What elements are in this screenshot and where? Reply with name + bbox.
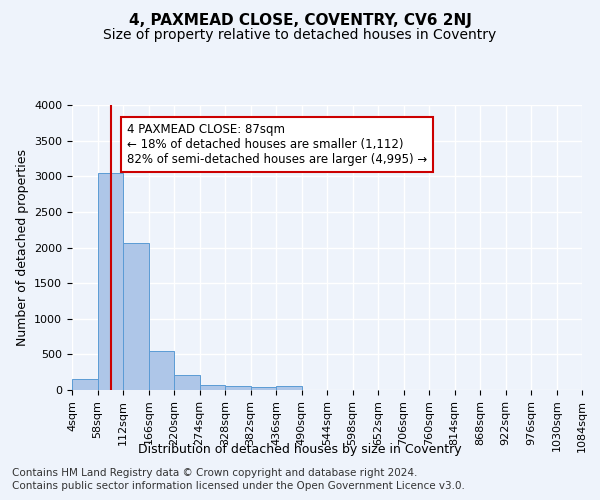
Bar <box>200 384 225 390</box>
Bar <box>72 380 97 390</box>
Bar <box>251 387 276 390</box>
Bar <box>174 374 199 390</box>
Text: Contains HM Land Registry data © Crown copyright and database right 2024.: Contains HM Land Registry data © Crown c… <box>12 468 418 477</box>
Text: Distribution of detached houses by size in Coventry: Distribution of detached houses by size … <box>138 442 462 456</box>
Bar <box>97 172 123 390</box>
Bar <box>123 243 149 390</box>
Y-axis label: Number of detached properties: Number of detached properties <box>16 149 29 346</box>
Text: 4 PAXMEAD CLOSE: 87sqm
← 18% of detached houses are smaller (1,112)
82% of semi-: 4 PAXMEAD CLOSE: 87sqm ← 18% of detached… <box>127 123 427 166</box>
Bar <box>276 386 302 390</box>
Bar <box>149 351 174 390</box>
Text: 4, PAXMEAD CLOSE, COVENTRY, CV6 2NJ: 4, PAXMEAD CLOSE, COVENTRY, CV6 2NJ <box>128 12 472 28</box>
Text: Size of property relative to detached houses in Coventry: Size of property relative to detached ho… <box>103 28 497 42</box>
Bar <box>225 386 251 390</box>
Text: Contains public sector information licensed under the Open Government Licence v3: Contains public sector information licen… <box>12 481 465 491</box>
